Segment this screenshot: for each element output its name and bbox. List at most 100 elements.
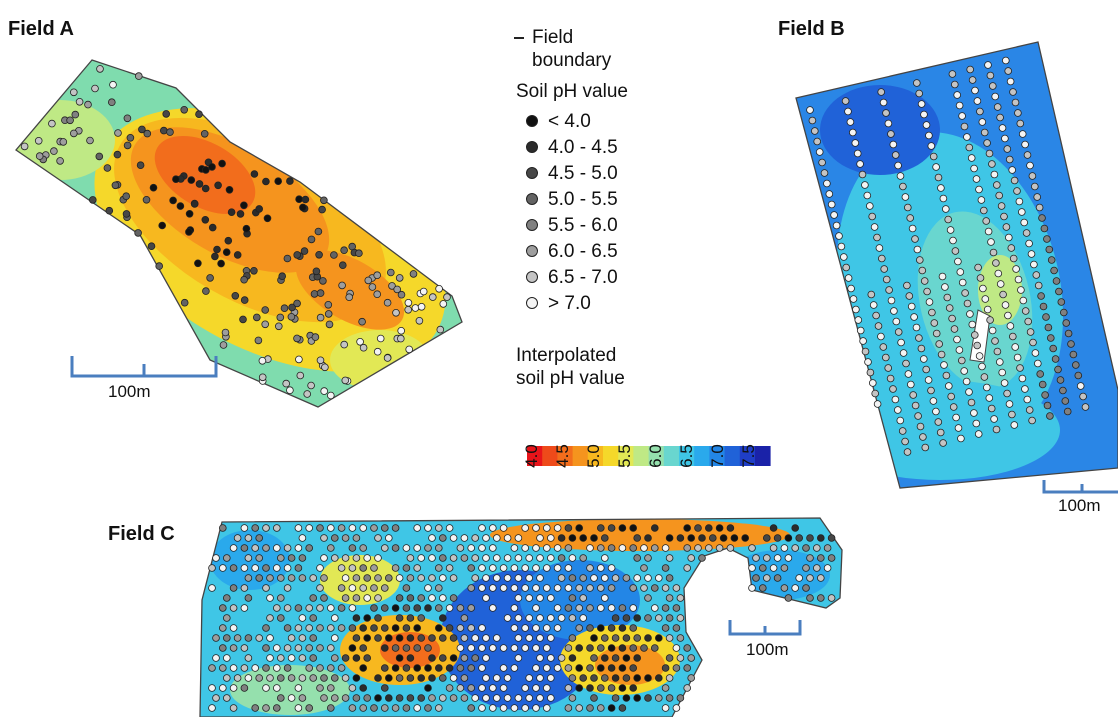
sample-point <box>1033 193 1041 201</box>
sample-point <box>319 277 327 285</box>
sample-point <box>395 634 404 642</box>
sample-point <box>388 282 396 290</box>
sample-point <box>326 544 335 552</box>
sample-point <box>546 694 555 702</box>
sample-point <box>936 428 945 437</box>
sample-point <box>965 143 974 152</box>
sample-point <box>456 624 465 632</box>
sample-point <box>905 292 914 300</box>
sample-point <box>352 694 361 702</box>
sample-point <box>262 644 270 652</box>
sample-point <box>1010 176 1019 185</box>
sample-point <box>780 564 789 572</box>
sample-point <box>276 654 285 662</box>
sample-point <box>963 133 971 141</box>
sample-point <box>370 524 378 532</box>
sample-point <box>514 694 523 702</box>
sample-point <box>654 574 663 582</box>
sample-point <box>478 644 486 652</box>
sample-point <box>1044 323 1053 332</box>
sample-point <box>865 202 874 210</box>
sample-point <box>1021 385 1029 393</box>
sample-point <box>272 604 281 612</box>
sample-point <box>880 265 888 273</box>
sample-point <box>251 564 260 572</box>
sample-point <box>672 604 681 612</box>
sample-point <box>1001 56 1010 65</box>
sample-point <box>568 654 577 662</box>
sample-point <box>650 604 659 612</box>
sample-point <box>359 524 368 532</box>
sample-point <box>1079 392 1087 401</box>
sample-point <box>155 262 164 270</box>
sample-point <box>380 544 389 552</box>
sample-point <box>445 624 454 632</box>
sample-point <box>370 584 378 592</box>
sample-point <box>438 534 447 542</box>
sample-point <box>219 684 227 692</box>
legend-class-label: 6.0 - 6.5 <box>548 241 618 262</box>
sample-point <box>298 614 307 622</box>
sample-point <box>941 205 950 213</box>
sample-point <box>967 398 976 407</box>
sample-point <box>1024 317 1032 326</box>
sample-point <box>70 129 78 138</box>
sample-point <box>208 223 217 232</box>
sample-point <box>1030 260 1038 269</box>
sample-point <box>1034 359 1042 368</box>
sample-point <box>428 634 436 642</box>
sample-point <box>536 654 544 662</box>
sample-point <box>988 326 997 335</box>
sample-point <box>568 674 577 682</box>
sample-point <box>982 383 991 392</box>
sample-point <box>579 594 587 602</box>
sample-point <box>904 370 913 378</box>
sample-point <box>316 684 324 692</box>
sample-point <box>863 191 872 200</box>
sample-point <box>330 674 339 682</box>
sample-point <box>229 664 238 672</box>
sample-point <box>326 644 335 652</box>
sample-point <box>741 534 749 542</box>
sample-point <box>262 177 270 186</box>
sample-point <box>825 190 834 198</box>
sample-point <box>309 634 318 642</box>
sample-point <box>661 564 670 572</box>
sample-point <box>1022 229 1031 237</box>
circle-icon <box>526 166 538 179</box>
sample-point <box>957 434 965 443</box>
sample-point <box>250 266 258 275</box>
sample-point <box>988 82 997 90</box>
sample-point <box>402 624 411 632</box>
sample-point <box>510 624 519 632</box>
sample-point <box>856 160 864 168</box>
sample-point <box>868 379 877 387</box>
sample-point <box>521 544 529 552</box>
sample-point <box>266 634 274 642</box>
sample-point <box>503 554 512 562</box>
sample-point <box>532 524 540 532</box>
sample-point <box>326 604 335 612</box>
sample-point <box>413 624 422 632</box>
sample-point <box>762 534 771 542</box>
sample-point <box>873 233 881 242</box>
sample-point <box>482 674 490 682</box>
sample-point <box>806 594 814 602</box>
sample-point <box>340 340 349 349</box>
sample-point <box>975 185 983 194</box>
sample-point <box>305 664 314 672</box>
sample-point <box>218 159 226 168</box>
sample-point <box>1004 67 1012 75</box>
sample-point <box>579 554 587 562</box>
sample-point <box>859 337 867 345</box>
sample-point <box>223 694 231 702</box>
sample-point <box>380 664 389 672</box>
sample-point <box>919 433 927 441</box>
sample-point <box>856 326 865 335</box>
sample-point <box>579 674 587 682</box>
sample-point <box>456 604 465 612</box>
sample-point <box>925 298 934 306</box>
sample-point <box>546 674 555 682</box>
sample-point <box>672 704 681 712</box>
sample-point <box>503 534 512 542</box>
